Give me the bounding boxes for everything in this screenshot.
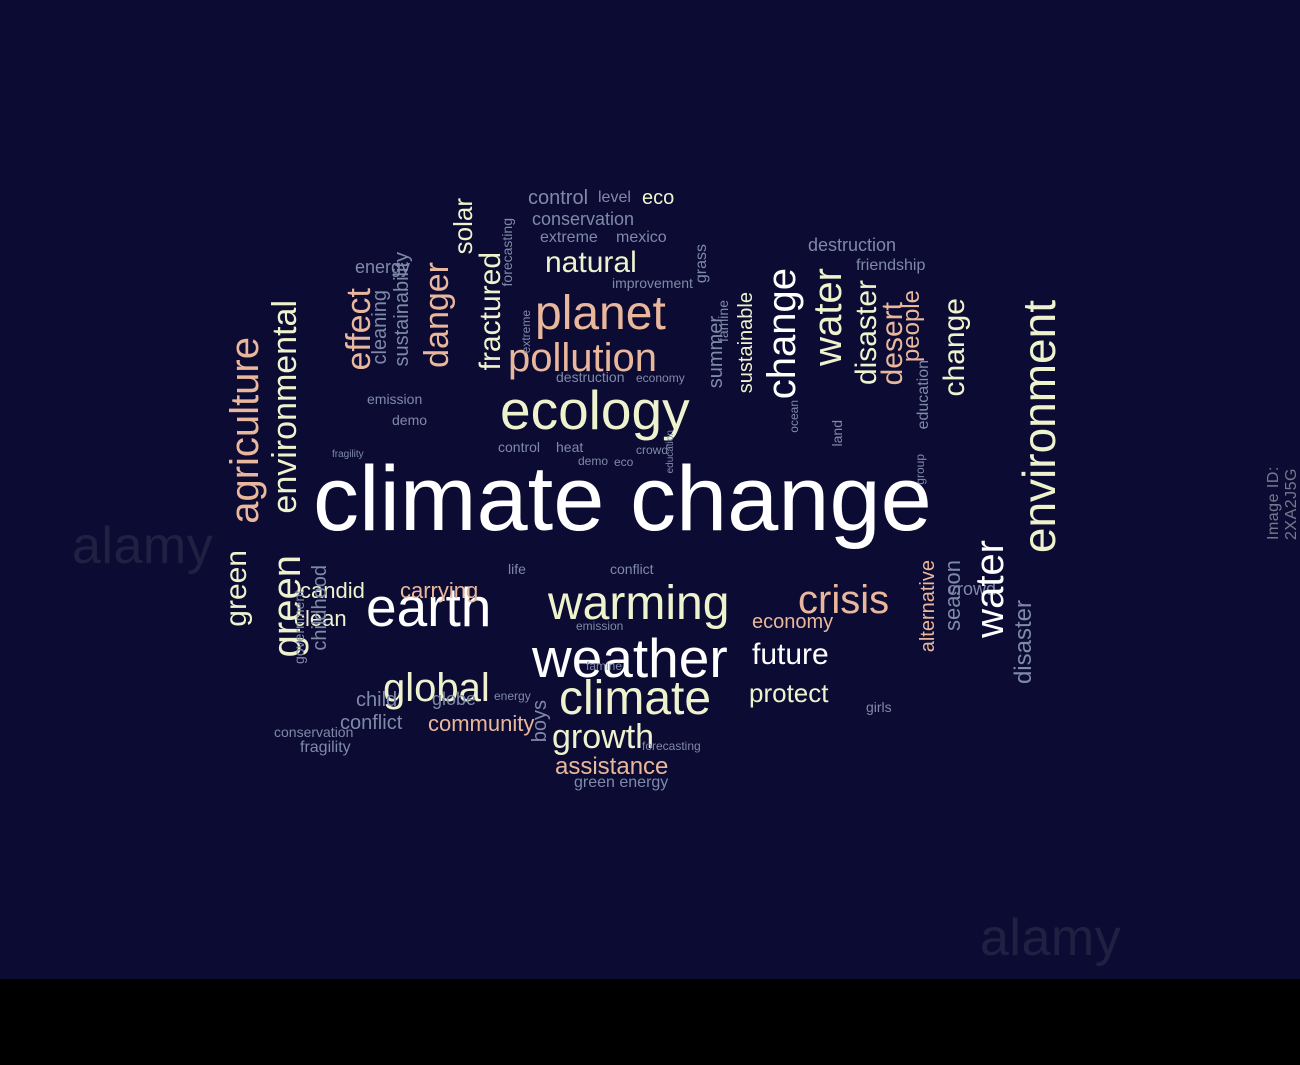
word-protect: protect	[749, 680, 829, 706]
word-destruction: destruction	[556, 370, 624, 384]
word-friendship: friendship	[856, 258, 925, 274]
word-demo: demo	[392, 413, 427, 427]
word-demo: demo	[578, 455, 608, 467]
word-ecology: ecology	[500, 383, 690, 438]
word-fragility: fragility	[332, 450, 364, 460]
word-economy: economy	[636, 372, 685, 384]
word-climate: climate	[559, 675, 711, 723]
word-forecasting: forecasting	[500, 218, 514, 286]
word-danger: danger	[420, 262, 454, 368]
word-change: change	[762, 268, 802, 399]
word-eco: eco	[642, 188, 674, 208]
word-energy: energy	[494, 690, 531, 702]
word-solar: solar	[450, 198, 476, 254]
word-girls: girls	[866, 700, 892, 714]
word-extreme: extreme	[520, 310, 532, 353]
word-emission: emission	[367, 392, 422, 406]
word-education: education	[666, 430, 676, 473]
word-globe: globe	[432, 690, 476, 708]
word-fragility: fragility	[300, 740, 351, 756]
word-crowd: crowd	[636, 444, 668, 456]
bottom-bar	[0, 979, 1300, 1065]
word-season: season	[942, 560, 964, 631]
word-child: child	[356, 690, 397, 710]
word-natural: natural	[545, 248, 637, 278]
word-planet: planet	[535, 290, 666, 338]
word-grass: grass	[694, 244, 710, 283]
word-forecasting: forecasting	[642, 740, 701, 752]
word-green: green	[222, 550, 252, 627]
watermark-right: alamy	[980, 908, 1121, 968]
word-environment: environment	[1016, 300, 1062, 553]
word-future: future	[752, 640, 829, 670]
word-water: water	[808, 268, 848, 366]
word-economy: economy	[752, 612, 833, 632]
word-growth: growth	[552, 720, 654, 754]
word-conservation: conservation	[274, 725, 353, 739]
word-green-energy: green energy	[574, 775, 668, 791]
word-mexico: mexico	[616, 230, 667, 246]
word-change: change	[940, 298, 970, 396]
word-heat: heat	[556, 440, 583, 454]
word-childhood: childhood	[310, 565, 330, 651]
word-sustainable: sustainable	[736, 292, 756, 393]
word-people: people	[900, 290, 924, 362]
word-ocean: ocean	[788, 400, 800, 433]
word-summer: summer	[706, 316, 726, 388]
word-control: control	[528, 188, 588, 208]
word-disaster: disaster	[1012, 600, 1036, 684]
watermark-left: alamy	[72, 516, 213, 576]
word-alternative: alternative	[918, 560, 938, 652]
word-level: level	[598, 190, 631, 206]
word-emission: emission	[576, 620, 623, 632]
word-government: government	[292, 590, 306, 664]
word-sustainability: sustainability	[392, 252, 412, 367]
word-life: life	[508, 562, 526, 576]
word-agriculture: agriculture	[225, 337, 265, 524]
word-extreme: extreme	[540, 230, 598, 246]
wordcloud-stage: climate changeecologyearthweatherwarming…	[0, 0, 1300, 1065]
word-environmental: environmental	[268, 300, 302, 514]
word-group: group	[914, 454, 926, 485]
word-famine: famine	[586, 660, 622, 672]
word-community: community	[428, 713, 534, 735]
word-improvement: improvement	[612, 276, 693, 290]
word-cleaning: cleaning	[370, 290, 390, 365]
word-control: control	[498, 440, 540, 454]
word-land: land	[830, 420, 844, 446]
word-carrying: carrying	[400, 580, 478, 602]
word-water: water	[970, 540, 1010, 638]
word-boys: boys	[530, 700, 550, 742]
word-conflict: conflict	[610, 562, 654, 576]
word-destruction: destruction	[808, 236, 896, 254]
watermark-code: Image ID: 2XA2J5G www.alamy.com	[1265, 419, 1300, 540]
word-eco: eco	[614, 456, 633, 468]
word-education: education	[916, 360, 932, 429]
word-conservation: conservation	[532, 210, 634, 228]
